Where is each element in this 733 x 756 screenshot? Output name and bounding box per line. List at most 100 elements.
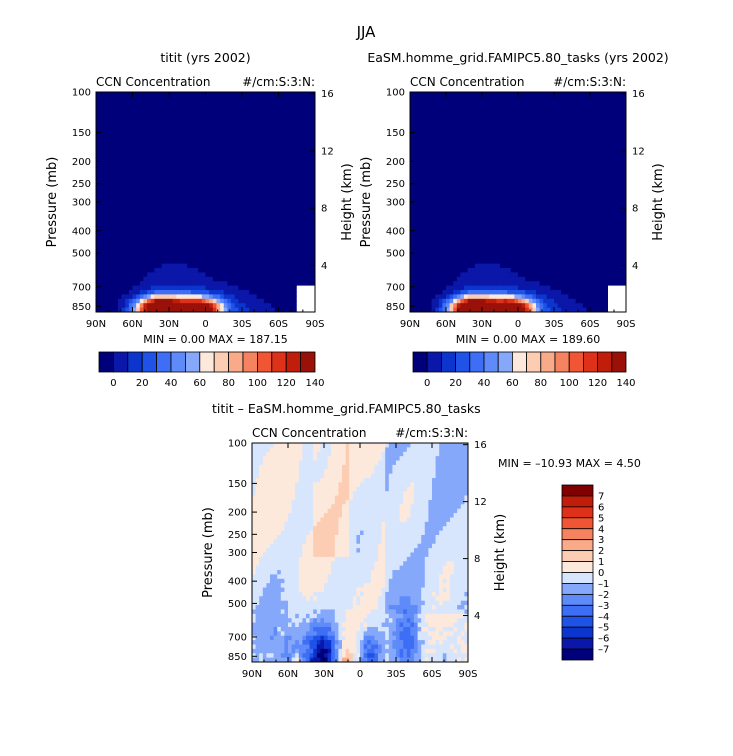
heat-cell (121, 175, 126, 181)
heat-cell (413, 210, 418, 216)
heat-cell (438, 131, 443, 137)
heat-cell (106, 290, 111, 295)
heat-cell (183, 171, 188, 176)
heat-cell (413, 100, 418, 106)
heat-cell (139, 96, 144, 102)
heat-cell (456, 193, 461, 198)
heat-cell (456, 100, 461, 106)
heat-cell (464, 127, 468, 132)
heat-cell (311, 250, 316, 256)
heat-cell (169, 100, 174, 106)
heat-cell (231, 140, 236, 146)
heat-cell (532, 153, 537, 159)
heat-cell (209, 105, 214, 110)
heat-cell (485, 202, 490, 207)
heat-cell (263, 149, 268, 154)
heat-cell (424, 166, 429, 172)
heat-cell (410, 303, 414, 308)
heat-cell (532, 149, 537, 154)
heat-cell (438, 158, 443, 163)
heat-cell (496, 92, 501, 97)
heat-cell (161, 210, 166, 216)
heat-cell (125, 162, 130, 168)
heat-cell (121, 219, 126, 225)
heat-cell (536, 303, 540, 308)
heat-cell (442, 228, 447, 234)
heat-cell (96, 254, 101, 260)
heat-cell (543, 219, 548, 225)
heat-cell (428, 290, 432, 295)
heat-cell (500, 180, 504, 185)
heat-cell (249, 237, 254, 242)
heat-cell (424, 118, 429, 124)
heat-cell (528, 263, 533, 269)
heat-cell (260, 184, 265, 190)
heat-cell (460, 272, 465, 278)
heat-cell (456, 241, 461, 247)
heat-cell (518, 153, 522, 159)
heat-cell (428, 105, 432, 110)
heat-cell (282, 219, 287, 225)
heat-cell (267, 263, 272, 269)
heat-cell (420, 175, 425, 181)
heat-cell (187, 272, 192, 278)
heat-cell (176, 140, 181, 146)
colorbar-swatch (156, 351, 172, 373)
heat-cell (172, 162, 177, 168)
heat-cell (424, 197, 429, 203)
heat-cell (106, 188, 111, 194)
heat-cell (194, 144, 199, 150)
heat-cell (285, 307, 290, 313)
heat-cell (234, 149, 239, 154)
heat-cell (485, 237, 490, 242)
heat-cell (154, 281, 159, 286)
heat-cell (128, 219, 133, 225)
heat-cell (190, 122, 195, 128)
heat-cell (293, 294, 298, 300)
heat-cell (489, 100, 494, 106)
heat-cell (503, 202, 508, 207)
heat-cell (474, 303, 479, 308)
heat-cell (201, 136, 206, 141)
heat-cell (456, 210, 461, 216)
heat-cell (296, 114, 301, 119)
heat-cell (518, 219, 522, 225)
heat-cell (438, 259, 443, 264)
heat-cell (179, 206, 184, 212)
heat-cell (136, 272, 141, 278)
heat-cell (496, 144, 501, 150)
heat-cell (128, 144, 133, 150)
heat-cell (128, 197, 133, 203)
heat-cell (293, 250, 298, 256)
y-tick-label: 400 (72, 226, 91, 237)
heat-cell (143, 290, 148, 295)
heat-cell (256, 219, 261, 225)
heat-cell (304, 241, 309, 247)
heat-cell (413, 307, 418, 313)
heat-cell (467, 210, 472, 216)
heat-cell (165, 232, 170, 238)
heat-cell (183, 202, 188, 207)
heat-cell (435, 250, 440, 256)
heat-cell (464, 96, 468, 102)
heat-cell (431, 285, 436, 291)
heat-cell (227, 210, 232, 216)
heat-cell (485, 197, 490, 203)
heat-cell (238, 228, 243, 234)
heat-cell (543, 171, 548, 176)
heat-cell (278, 263, 283, 269)
heat-cell (194, 232, 199, 238)
heat-cell (460, 228, 465, 234)
heat-cell (216, 197, 221, 203)
heat-cell (103, 210, 108, 216)
heat-cell (467, 149, 472, 154)
heat-cell (267, 237, 272, 242)
heat-cell (464, 193, 468, 198)
heat-cell (190, 268, 195, 273)
heat-cell (413, 219, 418, 225)
heat-cell (435, 281, 440, 286)
heat-cell (227, 228, 232, 234)
heat-cell (154, 276, 159, 282)
heat-cell (187, 263, 192, 269)
heat-cell (209, 118, 214, 124)
